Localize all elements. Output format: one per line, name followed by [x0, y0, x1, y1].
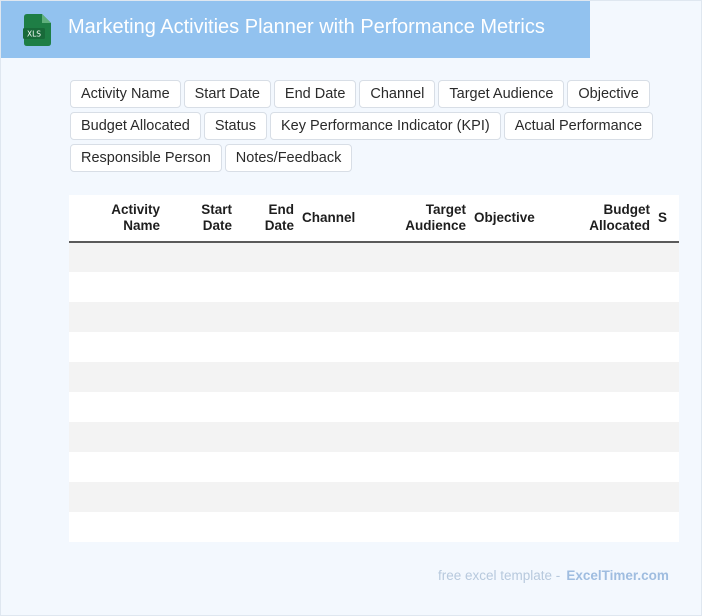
- col-budget-allocated[interactable]: Budget Allocated: [556, 195, 654, 243]
- chip-notes-feedback[interactable]: Notes/Feedback: [224, 144, 353, 172]
- chip-end-date[interactable]: End Date: [273, 80, 357, 108]
- table-row[interactable]: [69, 482, 679, 512]
- table-row[interactable]: [69, 362, 679, 392]
- chip-channel[interactable]: Channel: [359, 80, 436, 108]
- chip-objective[interactable]: Objective: [567, 80, 650, 108]
- col-channel[interactable]: Channel: [298, 195, 394, 243]
- chip-start-date[interactable]: Start Date: [183, 80, 271, 108]
- col-start-date[interactable]: Start Date: [164, 195, 236, 243]
- footer-prefix: free excel template -: [438, 568, 561, 583]
- table-row[interactable]: [69, 302, 679, 332]
- col-activity-name[interactable]: Activity Name: [69, 195, 164, 243]
- table-row[interactable]: [69, 242, 679, 272]
- planner-table: Activity Name Start Date End Date Channel T…: [69, 195, 679, 542]
- xls-file-icon: XLS: [23, 14, 51, 46]
- table-row[interactable]: [69, 272, 679, 302]
- chip-actual-performance[interactable]: Actual Performance: [503, 112, 654, 140]
- col-target-audience[interactable]: Target Audience: [394, 195, 470, 243]
- footer-brand-link[interactable]: ExcelTimer.com: [566, 568, 669, 583]
- col-status-truncated[interactable]: S: [654, 195, 679, 243]
- table-row[interactable]: [69, 392, 679, 422]
- title-bar: XLS Marketing Activities Planner with Pe…: [1, 1, 590, 58]
- xls-icon-label: XLS: [27, 30, 41, 39]
- table-row[interactable]: [69, 332, 679, 362]
- table-row[interactable]: [69, 512, 679, 542]
- page-title: Marketing Activities Planner with Perfor…: [68, 16, 545, 38]
- table-row[interactable]: [69, 422, 679, 452]
- chip-responsible-person[interactable]: Responsible Person: [70, 144, 222, 172]
- table-header-row: Activity Name Start Date End Date Channel T…: [69, 195, 679, 243]
- field-chip-list: Activity Name Start Date End Date Channe…: [70, 80, 680, 172]
- col-objective[interactable]: Objective: [470, 195, 556, 243]
- chip-target-audience[interactable]: Target Audience: [438, 80, 565, 108]
- chip-status[interactable]: Status: [203, 112, 267, 140]
- chip-budget-allocated[interactable]: Budget Allocated: [70, 112, 201, 140]
- chip-kpi[interactable]: Key Performance Indicator (KPI): [269, 112, 501, 140]
- chip-activity-name[interactable]: Activity Name: [70, 80, 181, 108]
- col-end-date[interactable]: End Date: [236, 195, 298, 243]
- table-row[interactable]: [69, 452, 679, 482]
- footer-credit: free excel template - ExcelTimer.com: [438, 568, 669, 583]
